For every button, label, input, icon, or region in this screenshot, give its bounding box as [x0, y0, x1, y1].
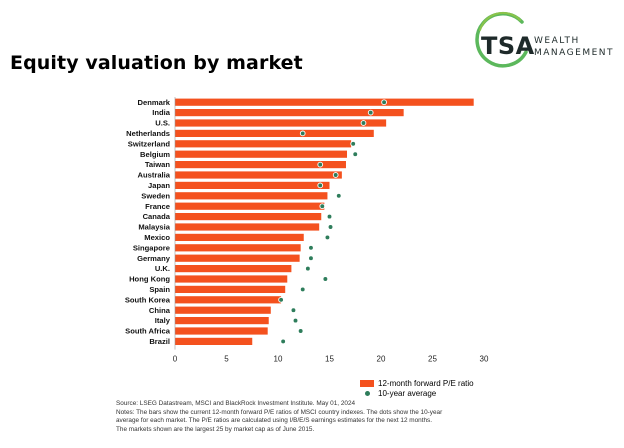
bar [175, 285, 286, 293]
average-dot [280, 338, 287, 345]
x-tick-label: 30 [480, 355, 489, 364]
category-label: Switzerland [128, 139, 171, 148]
logo-mark: TSA [481, 32, 535, 60]
footnote-note-3: The markets shown are the largest 25 by … [116, 425, 315, 433]
chart-title: Equity valuation by market [10, 52, 303, 74]
average-dot [278, 296, 284, 303]
bar [175, 317, 269, 325]
category-label: Italy [155, 316, 171, 325]
x-tick-label: 0 [173, 355, 178, 364]
logo-line-1: WEALTH [534, 36, 580, 46]
bar [175, 119, 387, 127]
average-dot [308, 244, 314, 251]
bar [175, 109, 404, 117]
average-dot [297, 328, 304, 334]
category-label: Australia [138, 171, 171, 180]
category-label: Belgium [140, 150, 170, 159]
category-label: Mexico [144, 233, 170, 242]
average-dot [326, 213, 333, 220]
footnotes: Source: LSEG Datastream, MSCI and BlackR… [116, 400, 616, 434]
category-label: Brazil [149, 337, 170, 346]
category-label: India [152, 108, 170, 117]
footnote-note-1: Notes: The bars show the current 12-mont… [116, 408, 443, 416]
category-label: Sweden [141, 191, 170, 200]
average-dot [319, 203, 326, 210]
bar [175, 161, 346, 169]
category-label: Hong Kong [129, 275, 170, 284]
legend: 12-month forward P/E ratio 10-year avera… [360, 378, 474, 398]
average-dot [324, 234, 331, 241]
footnote-source: Source: LSEG Datastream, MSCI and BlackR… [116, 400, 356, 407]
category-label: Canada [143, 212, 171, 221]
category-label: Spain [149, 285, 170, 294]
average-dot [350, 140, 357, 147]
bar [175, 296, 282, 304]
bar [175, 202, 325, 210]
bar [175, 244, 301, 252]
bar [175, 327, 268, 335]
legend-dot-swatch [365, 390, 370, 396]
bar [175, 306, 271, 314]
average-dot [317, 182, 324, 189]
category-label: France [145, 202, 170, 211]
bar [175, 181, 330, 189]
bar [175, 337, 253, 345]
bar [175, 129, 374, 137]
average-dot [299, 130, 306, 137]
category-label: Singapore [133, 243, 170, 252]
bar [175, 275, 288, 283]
category-label: Netherlands [126, 129, 170, 138]
bar [175, 265, 292, 273]
average-dot [327, 224, 334, 230]
average-dot [308, 255, 314, 262]
legend-item-dot: 10-year average [360, 388, 474, 398]
average-dot [335, 192, 342, 199]
category-label: U.S. [155, 119, 170, 128]
average-dot [352, 151, 359, 158]
category-label: China [149, 306, 171, 315]
bar [175, 171, 342, 179]
average-dot [317, 161, 324, 168]
category-label: Taiwan [145, 160, 171, 169]
bar [175, 223, 320, 231]
bar [175, 254, 300, 262]
average-dot [322, 276, 329, 282]
category-label: Japan [148, 181, 170, 190]
category-label: South Africa [125, 327, 171, 336]
tsa-logo: TSA WEALTH MANAGEMENT [470, 8, 620, 72]
category-label: U.K. [155, 264, 170, 273]
x-tick-label: 10 [274, 355, 283, 364]
category-label: South Korea [125, 295, 171, 304]
legend-item-bar: 12-month forward P/E ratio [360, 378, 474, 388]
average-dot [305, 265, 311, 272]
bar [175, 140, 352, 148]
x-tick-label: 5 [224, 355, 229, 364]
bar [175, 233, 304, 241]
x-tick-label: 20 [377, 355, 386, 364]
x-tick-label: 25 [428, 355, 437, 364]
legend-bar-swatch [360, 379, 374, 387]
average-dot [299, 286, 306, 293]
average-dot [292, 317, 299, 324]
average-dot [367, 109, 374, 116]
average-dot [360, 120, 367, 126]
legend-bar-label: 12-month forward P/E ratio [378, 378, 474, 388]
bar [175, 192, 328, 200]
average-dot [290, 307, 297, 314]
logo-ring-icon [475, 11, 528, 68]
category-label: Germany [137, 254, 171, 263]
bar [175, 150, 348, 158]
average-dot [332, 172, 339, 178]
average-dot [381, 99, 387, 106]
category-label: Malaysia [138, 223, 170, 232]
category-label: Denmark [138, 98, 171, 107]
legend-dot-label: 10-year average [378, 388, 437, 398]
bar [175, 213, 322, 221]
logo-line-2: MANAGEMENT [534, 48, 614, 58]
footnote-note-2: average for each market. The P/E ratios … [116, 417, 433, 425]
x-tick-label: 15 [325, 355, 334, 364]
bar [175, 98, 474, 106]
